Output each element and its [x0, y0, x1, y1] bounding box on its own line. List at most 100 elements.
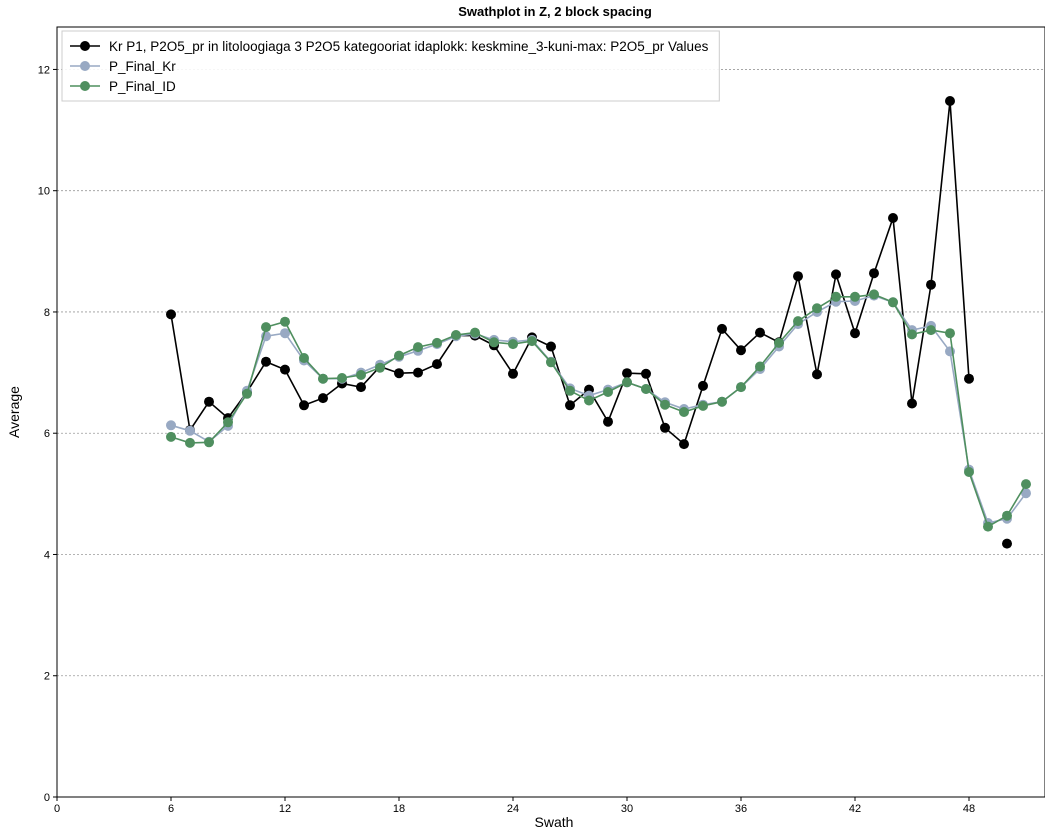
data-point	[1002, 510, 1012, 521]
y-tick-label: 8	[44, 307, 50, 319]
data-point	[508, 368, 518, 379]
data-point	[413, 367, 423, 378]
data-point	[964, 373, 974, 384]
data-point	[888, 213, 898, 223]
data-point	[185, 437, 195, 448]
chart-title: Swathplot in Z, 2 block spacing	[458, 4, 652, 19]
data-point	[204, 437, 214, 448]
data-point	[964, 467, 974, 477]
data-point	[394, 368, 404, 379]
legend-swatch-marker	[80, 61, 90, 71]
data-point	[508, 339, 518, 350]
data-point	[622, 368, 632, 379]
data-point	[242, 388, 252, 399]
data-point	[1021, 479, 1031, 490]
plot-frame	[56, 26, 1045, 798]
y-tick-label: 4	[44, 549, 50, 561]
legend-entry-label: P_Final_ID	[109, 79, 176, 94]
data-point	[337, 373, 347, 383]
data-point	[660, 422, 670, 433]
x-tick-label: 42	[849, 803, 861, 815]
data-point	[356, 382, 366, 393]
data-point	[793, 316, 803, 327]
data-point	[812, 369, 822, 380]
data-point	[1002, 538, 1012, 549]
x-axis-label: Swath	[535, 814, 574, 830]
data-point	[926, 325, 936, 336]
data-point	[166, 420, 176, 431]
data-point	[660, 399, 670, 410]
series-1	[166, 96, 1012, 549]
x-tick-label: 18	[393, 803, 405, 815]
data-point	[698, 400, 708, 411]
y-axis-label: Average	[6, 386, 22, 438]
x-tick-label: 36	[735, 803, 747, 815]
data-point	[204, 396, 214, 407]
data-point	[356, 370, 366, 380]
data-point	[850, 291, 860, 302]
data-point	[546, 357, 556, 368]
data-point	[736, 345, 746, 356]
data-point	[470, 327, 480, 338]
data-point	[565, 400, 575, 411]
series-layer	[166, 96, 1031, 549]
y-tick-label: 2	[44, 671, 50, 683]
data-point	[394, 350, 404, 361]
grid-lines	[57, 69, 1045, 677]
y-tick-label: 0	[44, 792, 50, 804]
series-2	[166, 290, 1031, 528]
data-point	[603, 416, 613, 427]
data-point	[850, 328, 860, 339]
data-point	[869, 268, 879, 279]
data-point	[299, 353, 309, 363]
x-tick-label: 12	[279, 803, 291, 815]
data-point	[565, 385, 575, 396]
data-point	[774, 337, 784, 348]
data-point	[584, 395, 594, 406]
data-point	[888, 297, 898, 308]
data-point	[736, 382, 746, 393]
data-point	[641, 368, 651, 379]
data-point	[679, 407, 689, 417]
data-point	[451, 330, 461, 340]
x-tick-label: 0	[54, 803, 60, 815]
series-line	[170, 294, 1027, 524]
data-point	[907, 329, 917, 340]
data-point	[641, 384, 651, 394]
legend: Kr P1, P2O5_pr in litoloogiaga 3 P2O5 ka…	[61, 30, 720, 102]
data-point	[755, 361, 765, 372]
data-point	[375, 362, 385, 373]
data-point	[527, 336, 537, 347]
data-point	[261, 356, 271, 367]
data-point	[546, 341, 556, 352]
data-point	[622, 377, 632, 388]
x-tick-label: 30	[621, 803, 633, 815]
series-line	[170, 293, 1027, 528]
series-3	[166, 289, 1031, 532]
data-point	[432, 337, 442, 348]
y-tick-label: 6	[44, 428, 50, 440]
legend-entry-label: P_Final_Kr	[109, 59, 176, 74]
data-point	[926, 279, 936, 290]
data-point	[318, 393, 328, 404]
data-point	[698, 380, 708, 391]
data-point	[603, 387, 613, 397]
data-point	[223, 417, 233, 428]
data-point	[869, 289, 879, 300]
data-point	[432, 359, 442, 370]
data-point	[489, 337, 499, 348]
data-point	[413, 342, 423, 353]
data-point	[812, 303, 822, 314]
data-point	[831, 291, 841, 302]
data-point	[299, 400, 309, 411]
data-point	[679, 439, 689, 450]
y-tick-label: 10	[38, 186, 50, 198]
x-tick-label: 24	[507, 803, 519, 815]
data-point	[717, 396, 727, 407]
data-point	[717, 323, 727, 334]
data-point	[166, 309, 176, 320]
x-tick-label: 48	[963, 803, 975, 815]
data-point	[280, 328, 290, 339]
